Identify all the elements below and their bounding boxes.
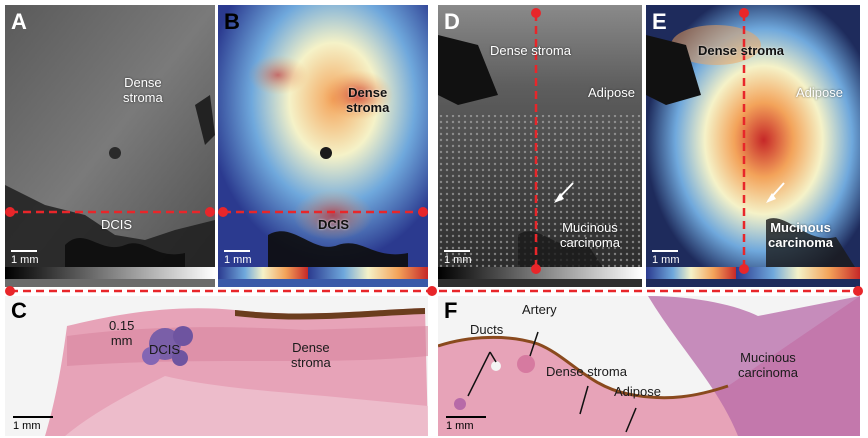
heatmap-colorbar — [308, 267, 428, 279]
panel-b: B Dense stroma DCIS 1 mm — [218, 5, 428, 287]
panel-b-image — [218, 5, 428, 279]
annotation-dense-stroma: Dense stroma — [698, 43, 784, 58]
panel-label-b: B — [224, 9, 240, 34]
red-dot-icon — [739, 8, 749, 18]
annotation-dense-stroma: Dense stroma — [291, 340, 331, 370]
grayscale-colorbar — [5, 267, 215, 279]
panel-f-image — [438, 296, 860, 436]
red-dot-icon — [5, 207, 15, 217]
scale-bar-label: 1 mm — [11, 254, 39, 266]
panel-c: C 0.15 mm DCIS Dense stroma 1 mm — [5, 296, 428, 436]
duct — [491, 361, 501, 371]
heatmap-colorbar — [218, 267, 308, 279]
annotation-dense-stroma: Dense stroma — [490, 43, 571, 58]
annotation-dcis: DCIS — [318, 217, 350, 232]
panel-c-image — [45, 308, 428, 436]
scale-bar-label: 1 mm — [446, 420, 474, 432]
scale-bar-label: 1 mm — [224, 254, 252, 266]
annotation-margin: 0.15 mm — [109, 318, 135, 348]
arrow-icon — [625, 407, 637, 433]
arrow-icon — [579, 385, 589, 415]
scale-bar — [11, 250, 37, 252]
panel-f: F Ducts Artery Dense stroma Adipose Muci… — [438, 296, 860, 436]
scale-bar — [652, 250, 678, 252]
panel-d: D Dense stroma Adipose Mucinous carcinom… — [438, 5, 642, 287]
panel-label-e: E — [652, 9, 667, 34]
panel-label-d: D — [444, 9, 460, 34]
scale-bar — [444, 250, 470, 252]
red-dot-icon — [427, 286, 437, 296]
annotation-mucinous-carcinoma: Mucinous carcinoma — [768, 220, 834, 250]
arrow-icon — [489, 351, 497, 363]
red-dot-icon — [531, 8, 541, 18]
scale-bar — [13, 416, 53, 418]
panel-label-a: A — [11, 9, 27, 34]
annotation-adipose: Adipose — [588, 85, 635, 100]
scale-bar — [224, 250, 250, 252]
annotation-ducts: Ducts — [470, 322, 504, 337]
annotation-dcis: DCIS — [149, 342, 181, 357]
red-dot-icon — [418, 207, 428, 217]
duct — [454, 398, 466, 410]
annotation-dcis: DCIS — [101, 217, 133, 232]
scale-bar-label: 1 mm — [652, 254, 680, 266]
heatmap-colorbar — [736, 267, 860, 279]
panel-label-c: C — [11, 298, 27, 323]
panel-a-image — [5, 5, 215, 279]
red-dot-icon — [218, 207, 228, 217]
dcis-cluster — [142, 326, 193, 366]
red-dot-icon — [853, 286, 863, 296]
annotation-dense-stroma: Dense stroma — [123, 75, 163, 105]
panel-d-image — [438, 5, 642, 279]
panel-label-f: F — [444, 298, 458, 323]
panel-e-image — [646, 5, 860, 279]
panel-e: E Dense stroma Adipose Mucinous carcinom… — [646, 5, 860, 287]
red-dot-icon — [205, 207, 215, 217]
scale-bar — [446, 416, 486, 418]
arrow-icon — [467, 351, 491, 397]
annotation-mucinous-carcinoma: Mucinous carcinoma — [738, 350, 798, 380]
annotation-adipose: Adipose — [796, 85, 843, 100]
grayscale-colorbar — [438, 267, 642, 279]
annotation-artery: Artery — [522, 302, 557, 317]
red-dot-icon — [739, 264, 749, 274]
artery — [517, 355, 535, 373]
arrow-icon — [529, 331, 539, 357]
red-dot-icon — [531, 264, 541, 274]
annotation-dense-stroma: Dense stroma — [346, 85, 390, 115]
annotation-mucinous-carcinoma: Mucinous carcinoma — [560, 220, 620, 250]
separator — [5, 286, 863, 296]
scale-bar-label: 1 mm — [13, 420, 41, 432]
scale-bar-label: 1 mm — [444, 254, 472, 266]
annotation-adipose: Adipose — [614, 384, 661, 399]
heatmap-colorbar — [646, 267, 736, 279]
annotation-dense-stroma: Dense stroma — [546, 364, 627, 379]
panel-a: A Dense stroma DCIS 1 mm — [5, 5, 215, 287]
red-dot-icon — [5, 286, 15, 296]
